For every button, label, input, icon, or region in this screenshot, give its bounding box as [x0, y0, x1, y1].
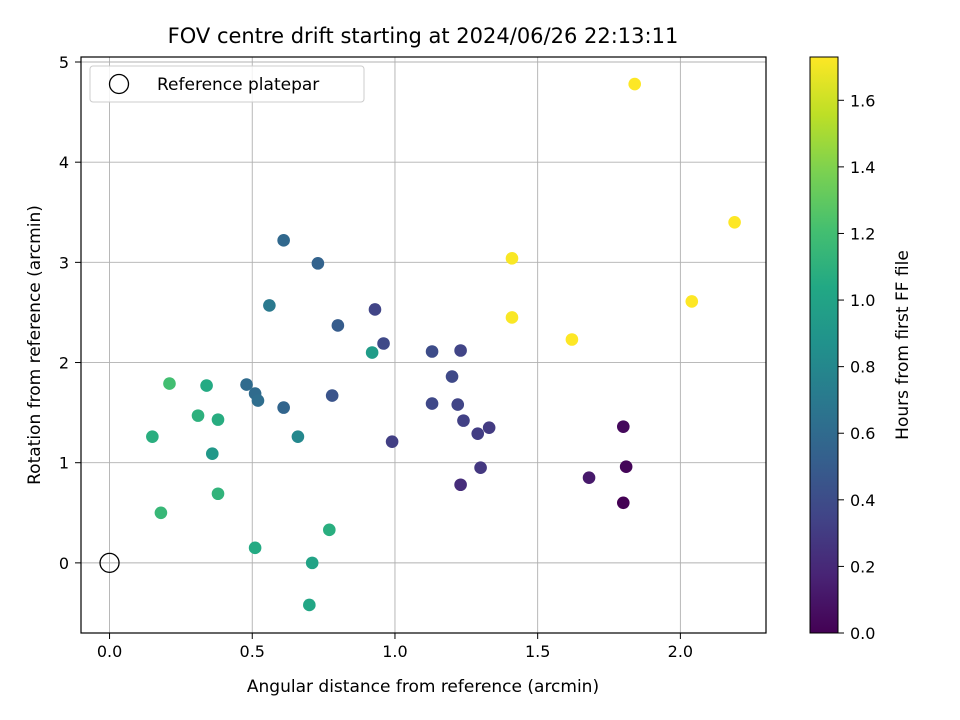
x-tick-label: 1.5: [525, 642, 550, 661]
data-point: [582, 471, 596, 485]
data-point: [325, 389, 339, 402]
colorbar-tick-label: 0.8: [850, 358, 875, 377]
chart-title: FOV centre drift starting at 2024/06/26 …: [168, 24, 679, 48]
y-tick-label: 5: [59, 53, 69, 72]
data-point: [457, 414, 470, 427]
data-point: [377, 337, 390, 350]
colorbar: 0.0 0.2 0.4 0.6 0.8 1.0 1.2 1.4 1.6 Hours from f…: [809, 56, 913, 643]
data-point: [368, 303, 382, 316]
data-point: [451, 398, 465, 411]
colorbar-tick-label: 0.6: [850, 424, 875, 443]
data-point: [482, 421, 496, 434]
data-point: [323, 523, 336, 537]
data-point: [163, 377, 176, 390]
grid-lines: [81, 57, 766, 633]
data-point: [291, 430, 305, 443]
data-point: [211, 413, 225, 426]
data-point: [263, 299, 276, 312]
data-point: [303, 598, 316, 612]
data-point: [331, 319, 345, 332]
legend-reference-marker: [108, 73, 130, 95]
data-point: [628, 77, 642, 91]
colorbar-tick-label: 0.2: [850, 557, 875, 576]
colorbar-ticks: 0.0 0.2 0.4 0.6 0.8 1.0 1.2 1.4 1.6: [838, 91, 875, 643]
data-point: [505, 252, 519, 265]
data-point: [277, 401, 290, 414]
data-points: [146, 77, 741, 612]
legend-box: [89, 65, 365, 103]
data-point: [454, 344, 467, 357]
y-axis-ticks: 0 1 2 3 4 5: [59, 53, 81, 573]
colorbar-tick-label: 0.0: [850, 624, 875, 643]
x-tick-label: 1.0: [382, 642, 407, 661]
legend-entry-reference-platepar: Reference platepar: [157, 75, 319, 95]
colorbar-gradient: [809, 56, 839, 634]
y-tick-label: 4: [59, 153, 69, 172]
y-axis-label: Rotation from reference (arcmin): [25, 205, 45, 485]
y-tick-label: 1: [59, 454, 69, 473]
data-point: [616, 496, 630, 510]
x-tick-label: 2.0: [668, 642, 693, 661]
colorbar-tick-label: 1.0: [850, 291, 875, 310]
data-point: [471, 427, 485, 440]
data-point: [277, 234, 290, 247]
data-point: [154, 506, 168, 520]
x-axis-ticks: 0.0 0.5 1.0 1.5 2.0: [97, 633, 693, 661]
data-point: [425, 345, 439, 358]
data-point: [728, 215, 741, 229]
data-point: [445, 370, 459, 383]
data-point: [565, 333, 579, 346]
data-point: [240, 378, 253, 391]
data-point: [365, 346, 379, 359]
data-point: [305, 556, 319, 570]
plot-frame: [80, 56, 767, 634]
colorbar-tick-label: 1.2: [850, 224, 875, 243]
data-point: [385, 435, 399, 448]
data-point: [191, 409, 205, 422]
data-point: [205, 447, 219, 460]
x-tick-label: 0.5: [240, 642, 265, 661]
data-point: [685, 295, 699, 308]
x-axis-label: Angular distance from reference (arcmin): [247, 677, 599, 697]
reference-marker-group: [99, 552, 120, 574]
data-point: [619, 460, 633, 474]
data-point: [454, 478, 467, 492]
colorbar-tick-label: 1.6: [850, 91, 875, 110]
legend: Reference platepar: [89, 65, 365, 103]
data-point: [474, 461, 487, 475]
y-tick-label: 3: [59, 253, 69, 272]
data-point: [311, 257, 325, 270]
colorbar-tick-label: 0.4: [850, 491, 875, 510]
colorbar-label: Hours from first FF file: [893, 250, 913, 440]
data-point: [505, 311, 519, 324]
data-point: [248, 541, 262, 555]
y-tick-label: 0: [59, 554, 69, 573]
data-point: [425, 397, 439, 410]
data-point: [200, 379, 213, 392]
y-tick-label: 2: [59, 354, 69, 373]
colorbar-tick-label: 1.4: [850, 158, 875, 177]
data-point: [251, 394, 265, 407]
reference-marker: [99, 552, 120, 574]
data-point: [146, 430, 159, 443]
x-tick-label: 0.0: [97, 642, 122, 661]
data-point: [211, 487, 225, 501]
data-point: [616, 420, 630, 433]
